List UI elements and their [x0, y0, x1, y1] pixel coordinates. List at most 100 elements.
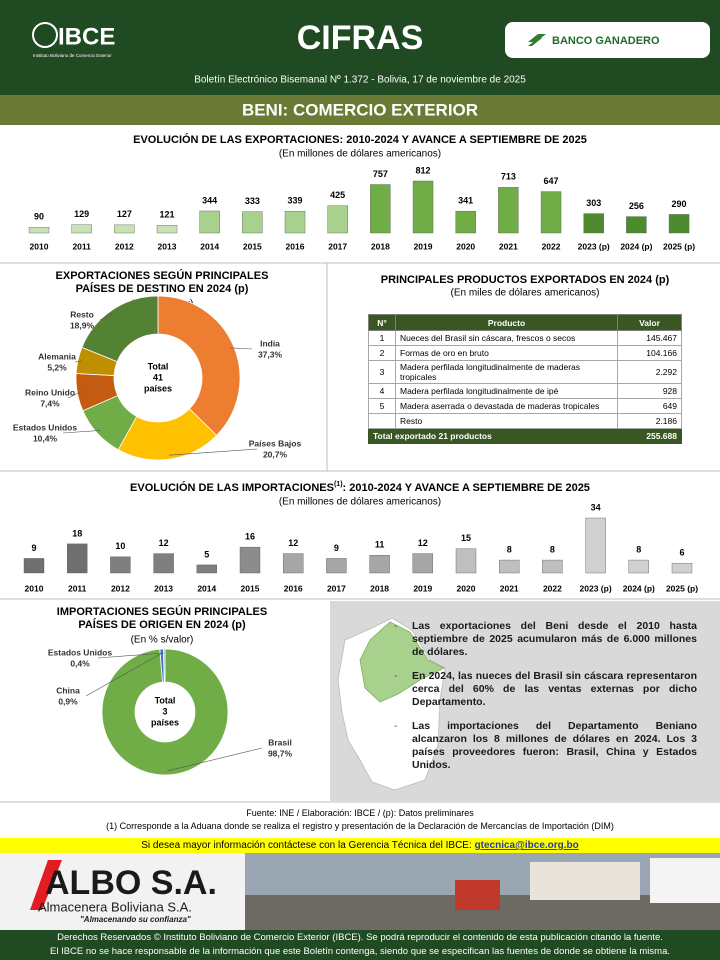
bar	[499, 559, 520, 574]
ad-logo-mark	[30, 860, 62, 910]
bar-value-label: 121	[159, 210, 174, 220]
leader-line	[74, 360, 82, 363]
table-title: PRINCIPALES PRODUCTOS EXPORTADOS EN 2024…	[381, 274, 670, 286]
donut-slice	[163, 648, 166, 683]
table-cell: Resto	[395, 413, 618, 429]
bar	[585, 517, 606, 574]
bar	[671, 563, 693, 574]
bar-value-label: 5	[204, 549, 209, 559]
bulletin-line: Boletín Electrónico Bisemanal Nº 1.372 -…	[194, 75, 526, 86]
slice-label: Brasil	[268, 737, 292, 747]
bar	[542, 559, 563, 574]
bar	[327, 205, 348, 234]
x-tick-label: 2025 (p)	[666, 583, 698, 593]
table-row: 1 Nueces del Brasil sin cáscara, frescos …	[368, 330, 682, 346]
slice-label: India	[260, 338, 280, 348]
bar	[455, 548, 477, 574]
chart-subtitle: (En % s/valor)	[131, 635, 194, 646]
table-cell: Formas de oro en bruto	[395, 345, 618, 361]
table-cell: 145.467	[617, 330, 682, 346]
bar	[153, 553, 174, 574]
slice-label: Alemania	[38, 351, 76, 361]
leader-line	[169, 448, 258, 456]
section-title: BENI: COMERCIO EXTERIOR	[242, 100, 478, 119]
bar	[412, 180, 434, 234]
products-table: N° Producto Valor 1 Nueces del Brasil sin…	[368, 314, 682, 444]
bar	[156, 225, 178, 234]
bar-value-label: 34	[591, 502, 601, 512]
bar	[242, 211, 263, 234]
chart-subtitle: (En millones de dólares americanos)	[279, 149, 441, 160]
bar-value-label: 90	[34, 212, 44, 222]
bar-value-label: 9	[31, 543, 36, 553]
bar-value-label: 16	[245, 531, 255, 541]
bar-value-label: 303	[586, 198, 601, 208]
col-header: Valor	[617, 314, 682, 331]
x-tick-label: 2011	[68, 583, 87, 593]
slice-label: Reino Unido	[25, 387, 75, 397]
donut-slice	[101, 648, 229, 776]
bar-value-label: 11	[375, 540, 385, 550]
source-note: Fuente: INE / Elaboración: IBCE / (p): D…	[246, 808, 474, 818]
ad-slogan: "Almacenando su confianza"	[80, 915, 191, 924]
header-title: CIFRAS	[297, 19, 424, 57]
bar	[196, 564, 218, 574]
bar	[283, 553, 304, 574]
bar	[668, 214, 690, 234]
slice-value-label: 0,4%	[70, 658, 90, 668]
bar-value-label: 256	[629, 201, 644, 211]
x-tick-label: 2025 (p)	[663, 241, 695, 251]
bar-value-label: 12	[288, 538, 298, 548]
bar	[583, 213, 604, 234]
bar-value-label: 341	[458, 196, 473, 206]
col-header: N°	[368, 314, 396, 331]
x-tick-label: 2021	[500, 583, 519, 593]
bank-logo	[528, 34, 546, 46]
logo-text: IBCE	[58, 23, 115, 50]
logo-globe	[32, 22, 58, 48]
x-tick-label: 2010	[25, 583, 44, 593]
slice-value-label: 98,7%	[268, 748, 293, 758]
x-tick-label: 2017	[328, 241, 347, 251]
bar-value-label: 6	[679, 548, 684, 558]
ad-photo-forklift	[455, 880, 500, 910]
bar-value-label: 8	[507, 544, 512, 554]
table-cell: 104.166	[617, 345, 682, 361]
bar-value-label: 425	[330, 190, 345, 200]
slice-value-label: 37,3%	[258, 349, 283, 359]
table-cell: 2.186	[617, 413, 682, 429]
bar	[626, 216, 647, 234]
table-subtitle: (En miles de dólares americanos)	[451, 288, 600, 299]
bar-value-label: 8	[636, 544, 641, 554]
highlight: Las importaciones del Departamento Benia…	[394, 720, 697, 772]
x-tick-label: 2019	[414, 241, 433, 251]
contact-email[interactable]: gtecnica@ibce.org.bo	[474, 840, 579, 851]
table-cell: 1	[368, 330, 396, 346]
bar	[412, 553, 433, 574]
bar	[284, 211, 306, 234]
bar-value-label: 290	[672, 199, 687, 209]
slice-value-label: 0,9%	[58, 696, 78, 706]
bank-button[interactable]	[505, 22, 710, 58]
ad-photo-truck	[650, 858, 720, 903]
bar-value-label: 757	[373, 169, 388, 179]
x-tick-label: 2014	[200, 241, 219, 251]
footer-line: Derechos Reservados © Instituto Bolivian…	[57, 932, 663, 943]
contact-bar: Si desea mayor información contáctese co…	[0, 838, 720, 853]
table-cell: Madera aserrada o devastada de maderas t…	[395, 398, 618, 414]
x-tick-label: 2022	[542, 241, 561, 251]
bank-name: BANCO GANADERO	[552, 35, 660, 47]
chart-title: EXPORTACIONES SEGÚN PRINCIPALES	[56, 269, 269, 282]
chart-title: PAÍSES DE DESTINO EN 2024 (p)	[76, 282, 249, 295]
footer-line: El IBCE no se hace responsable de la inf…	[49, 946, 670, 957]
bar-value-label: 10	[115, 541, 125, 551]
bar-value-label: 15	[461, 533, 471, 543]
bar	[71, 224, 92, 234]
table-cell: 255.688	[617, 428, 682, 444]
table-cell: 2	[368, 345, 396, 361]
col-header: Producto	[395, 314, 618, 331]
donut-center-label: Total	[148, 361, 169, 371]
bar-value-label: 127	[117, 209, 132, 219]
table-row: 4 Madera perfilada longitudinalmente de i…	[368, 383, 682, 399]
donut-center-label: países	[144, 383, 172, 393]
